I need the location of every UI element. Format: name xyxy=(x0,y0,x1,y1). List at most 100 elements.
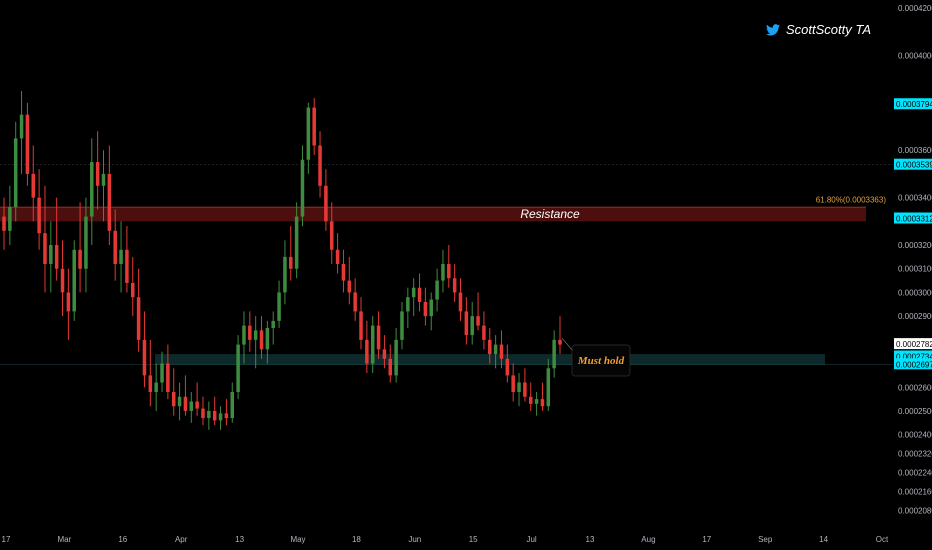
candle-body xyxy=(125,249,129,283)
candle-body xyxy=(394,339,398,376)
price-badge-label: 0.0003794 xyxy=(896,100,932,109)
candle-body xyxy=(95,162,100,186)
candle-body xyxy=(452,278,457,293)
candle-body xyxy=(107,173,112,231)
price-badge xyxy=(894,338,932,350)
candle-body xyxy=(242,325,246,345)
price-badge-label: 0.0003539 xyxy=(896,161,932,170)
candle-body xyxy=(25,114,30,174)
x-tick-label: 14 xyxy=(819,535,828,544)
price-badge-label: 0.0002697 xyxy=(896,360,932,369)
x-tick-label: Mar xyxy=(58,535,72,544)
candle-body xyxy=(370,325,375,364)
x-tick-label: Jul xyxy=(526,535,536,544)
x-tick-label: Sep xyxy=(758,535,773,544)
candle-body xyxy=(388,358,393,376)
candle-body xyxy=(201,408,205,419)
resistance-zone xyxy=(0,207,866,222)
candle-body xyxy=(72,249,76,312)
candle-body xyxy=(259,330,264,350)
candle-body xyxy=(212,410,217,421)
candle-body xyxy=(49,245,53,264)
price-badge-label: 0.0002734 xyxy=(896,352,932,361)
candle-body xyxy=(119,249,123,264)
candle-body xyxy=(289,256,293,269)
candle-body xyxy=(411,287,416,298)
price-badge xyxy=(894,358,932,370)
x-tick-label: 17 xyxy=(702,535,711,544)
callout-pointer xyxy=(561,337,573,351)
x-tick-label: 17 xyxy=(2,535,11,544)
candle-body xyxy=(131,282,135,298)
candle-body xyxy=(329,221,334,250)
x-tick-label: Apr xyxy=(175,535,188,544)
candle-body xyxy=(435,280,439,300)
resistance-label: Resistance xyxy=(520,207,580,221)
candle-body xyxy=(417,287,422,302)
price-badge xyxy=(894,98,932,110)
candle-body xyxy=(13,138,18,208)
candle-body xyxy=(423,301,428,317)
twitter-bird-icon xyxy=(766,23,780,36)
x-tick-label: 13 xyxy=(235,535,244,544)
candle-body xyxy=(142,339,147,376)
candle-body xyxy=(230,392,235,419)
candle-body xyxy=(84,216,88,269)
candle-body xyxy=(166,363,170,392)
candle-body xyxy=(253,330,258,340)
candle-body xyxy=(54,245,59,269)
candle-body xyxy=(154,382,158,392)
candle-body xyxy=(60,268,65,293)
candle-body xyxy=(78,249,82,269)
candle-body xyxy=(8,207,12,231)
candle-body xyxy=(511,375,515,392)
candle-body xyxy=(335,249,340,264)
candle-body xyxy=(43,233,47,264)
candle-body xyxy=(528,396,533,404)
candle-body xyxy=(482,325,486,340)
candle-body xyxy=(376,325,381,350)
candle-body xyxy=(283,256,287,293)
candle-body xyxy=(218,413,223,421)
candle-body xyxy=(365,339,369,364)
candle-body xyxy=(341,264,346,281)
x-tick-label: Oct xyxy=(876,535,889,544)
candle-body xyxy=(224,413,229,419)
x-tick-label: 18 xyxy=(352,535,361,544)
candle-body xyxy=(476,316,480,326)
x-tick-label: 15 xyxy=(469,535,478,544)
price-badge-label: 0.0002782 xyxy=(896,340,932,349)
candle-body xyxy=(517,382,521,392)
candle-body xyxy=(347,280,352,293)
candle-body xyxy=(265,328,270,350)
x-tick-label: 13 xyxy=(586,535,595,544)
price-badge xyxy=(894,350,932,362)
callout-box xyxy=(571,344,631,377)
candle-body xyxy=(2,216,6,231)
candle-body xyxy=(505,358,510,376)
candle-body xyxy=(300,159,305,217)
candle-body xyxy=(400,311,404,340)
candle-body xyxy=(19,114,24,139)
price-badge-label: 0.0003312 xyxy=(896,214,932,223)
candle-body xyxy=(458,292,463,312)
candle-body xyxy=(171,392,176,407)
support-label: Must hold xyxy=(577,355,625,367)
candle-body xyxy=(552,339,556,369)
candle-body xyxy=(113,230,117,264)
candle-body xyxy=(31,173,36,198)
